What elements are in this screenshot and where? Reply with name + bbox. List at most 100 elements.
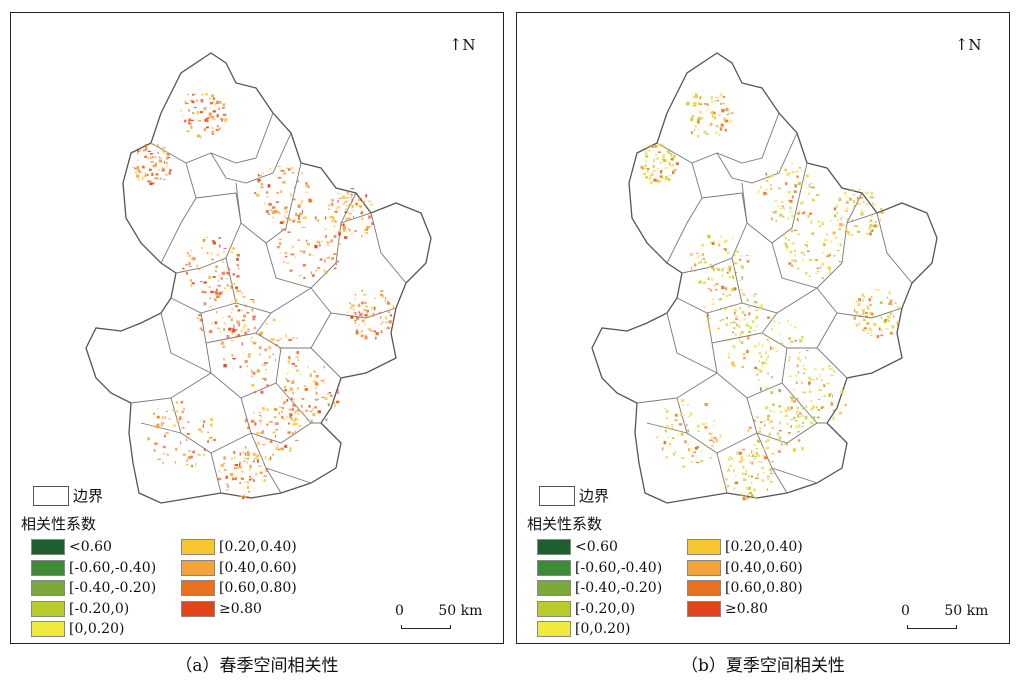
correlation-pixel [252, 341, 257, 345]
correlation-pixel [314, 387, 318, 390]
correlation-pixel [694, 95, 698, 98]
correlation-pixel [681, 399, 685, 402]
correlation-pixel [276, 246, 281, 248]
correlation-pixel [794, 326, 797, 329]
correlation-pixel [351, 204, 354, 209]
correlation-pixel [135, 171, 138, 174]
correlation-pixel [855, 311, 859, 315]
correlation-pixel [213, 438, 216, 441]
correlation-pixel [757, 473, 759, 477]
legend-label: ≥0.80 [219, 600, 262, 617]
correlation-pixel [278, 412, 280, 415]
correlation-pixel [704, 426, 708, 429]
correlation-pixel [789, 395, 793, 398]
correlation-pixel [366, 312, 369, 314]
correlation-pixel [260, 431, 263, 434]
correlation-pixel [731, 345, 735, 347]
correlation-pixel [302, 250, 306, 254]
correlation-pixel [803, 253, 805, 256]
correlation-pixel [710, 436, 713, 438]
correlation-pixel [226, 483, 228, 485]
correlation-pixel [720, 102, 722, 105]
correlation-pixel [798, 351, 801, 354]
correlation-pixel [324, 259, 326, 263]
correlation-pixel [386, 300, 389, 304]
correlation-pixel [812, 199, 815, 202]
legend-swatch [687, 600, 721, 617]
correlation-pixel [323, 365, 325, 369]
legend-label: [-0.20,0) [69, 600, 130, 617]
correlation-pixel [349, 217, 351, 221]
correlation-pixel [728, 294, 732, 297]
correlation-pixel [876, 224, 879, 227]
correlation-pixel [721, 285, 725, 290]
correlation-pixel [845, 194, 847, 198]
correlation-pixel [251, 375, 253, 378]
correlation-pixel [730, 288, 735, 292]
correlation-pixel [698, 102, 701, 106]
correlation-pixel [161, 149, 164, 152]
correlation-pixel [870, 296, 873, 299]
correlation-pixel [734, 481, 738, 485]
correlation-pixel [222, 261, 224, 263]
correlation-pixel [818, 399, 821, 400]
correlation-pixel [189, 99, 193, 102]
correlation-pixel [754, 366, 757, 370]
legend-boundary: 边界 [33, 485, 103, 506]
correlation-pixel [789, 250, 793, 254]
correlation-pixel [208, 115, 213, 119]
correlation-pixel [731, 457, 733, 460]
correlation-pixel [182, 453, 186, 456]
correlation-pixel [342, 202, 346, 205]
correlation-pixel [712, 303, 715, 306]
legend-item: [-0.60,-0.40) [31, 558, 156, 579]
correlation-pixel [820, 266, 822, 269]
correlation-pixel [708, 432, 711, 435]
correlation-pixel [771, 452, 775, 455]
correlation-pixel [290, 417, 293, 421]
correlation-pixel [265, 191, 269, 194]
correlation-pixel [222, 103, 226, 107]
correlation-pixel [245, 304, 247, 308]
correlation-pixel [358, 311, 361, 313]
scale-bar: 0 50 km [395, 603, 482, 629]
correlation-pixel [259, 332, 264, 335]
correlation-pixel [811, 232, 814, 235]
correlation-pixel [879, 218, 881, 222]
correlation-pixel [350, 194, 353, 196]
correlation-pixel [385, 297, 387, 300]
correlation-pixel [822, 252, 825, 254]
correlation-pixel [797, 356, 800, 360]
correlation-pixel [862, 201, 865, 203]
correlation-pixel [188, 254, 191, 258]
correlation-pixel [795, 420, 798, 422]
correlation-pixel [248, 475, 252, 479]
correlation-pixel [227, 315, 231, 318]
correlation-pixel [662, 154, 666, 158]
correlation-pixel [712, 441, 716, 443]
correlation-pixel [265, 438, 269, 441]
correlation-pixel [771, 427, 774, 429]
correlation-pixel [155, 173, 159, 176]
correlation-pixel [272, 353, 274, 355]
legend-label: [0.40,0.60) [219, 559, 297, 576]
correlation-pixel [279, 338, 283, 340]
correlation-pixel [849, 198, 852, 200]
correlation-pixel [189, 265, 192, 267]
correlation-pixel [817, 220, 820, 223]
correlation-pixel [671, 157, 674, 161]
correlation-pixel [337, 389, 339, 391]
correlation-pixel [284, 228, 287, 231]
correlation-pixel [328, 392, 331, 394]
correlation-pixel [785, 237, 787, 240]
correlation-pixel [356, 204, 360, 206]
correlation-pixel [796, 219, 799, 222]
correlation-pixel [748, 325, 752, 330]
correlation-pixel [733, 287, 737, 291]
correlation-pixel [783, 443, 787, 445]
legend-item: [-0.40,-0.20) [31, 578, 156, 599]
correlation-pixel [312, 413, 316, 417]
correlation-pixel [763, 420, 766, 423]
correlation-pixel [648, 174, 653, 177]
correlation-pixel [259, 412, 261, 414]
